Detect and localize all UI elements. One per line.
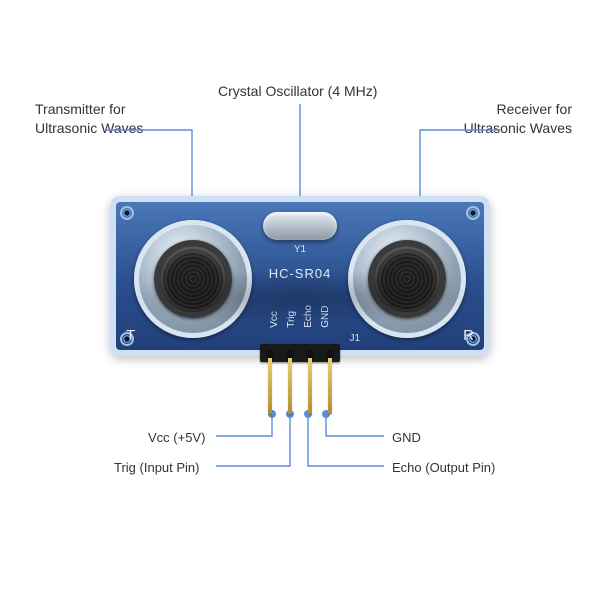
label-echo: Echo (Output Pin)	[392, 459, 495, 477]
silk-pin: Vcc	[269, 305, 280, 328]
silk-partno: HC-SR04	[269, 266, 332, 281]
silk-pinlabels: Vcc Trig Echo GND	[269, 305, 331, 328]
silk-y1: Y1	[294, 244, 306, 255]
pin-icon	[328, 356, 332, 414]
pin-icon	[288, 356, 292, 414]
silk-j1: J1	[349, 333, 360, 344]
pin-icon	[308, 356, 312, 414]
diagram-root: Transmitter for Ultrasonic Waves Crystal…	[0, 0, 600, 600]
pin-icon	[268, 356, 272, 414]
silk-t: T	[126, 327, 135, 344]
label-vcc: Vcc (+5V)	[148, 429, 205, 447]
silk-r: R	[463, 327, 474, 344]
label-trig: Trig (Input Pin)	[114, 459, 200, 477]
transducer-transmitter-icon	[134, 220, 252, 338]
crystal-oscillator-icon	[263, 212, 337, 240]
silk-pin: Trig	[286, 305, 297, 328]
pin-header-icon	[260, 344, 340, 362]
transducer-receiver-icon	[348, 220, 466, 338]
silk-pin: GND	[320, 305, 331, 328]
mount-hole-icon	[466, 206, 480, 220]
label-gnd: GND	[392, 429, 421, 447]
hcsr04-board: Y1 HC-SR04 T R Vcc Trig Echo GND J1	[110, 196, 490, 356]
mount-hole-icon	[120, 206, 134, 220]
silk-pin: Echo	[303, 305, 314, 328]
